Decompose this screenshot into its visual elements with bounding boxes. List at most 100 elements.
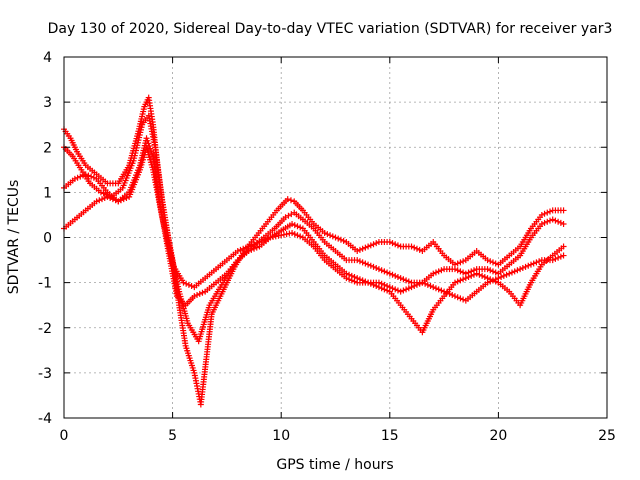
data-point — [343, 275, 350, 282]
data-point-interp — [392, 286, 399, 293]
data-point-interp — [460, 269, 467, 276]
data-point-interp — [337, 236, 344, 243]
data-point-interp — [373, 264, 380, 271]
data-point-interp — [446, 290, 453, 297]
data-point-interp — [457, 268, 464, 275]
data-point-interp — [291, 222, 298, 229]
data-point-interp — [457, 277, 464, 284]
data-point-interp — [400, 287, 407, 294]
data-point-interp — [291, 231, 298, 238]
data-point-interp — [514, 267, 521, 274]
x-tick-label: 15 — [381, 428, 399, 444]
data-point-interp — [367, 242, 374, 249]
data-point-interp — [107, 195, 114, 202]
data-point-interp — [394, 242, 401, 249]
data-point — [332, 234, 339, 241]
data-point — [289, 229, 296, 236]
data-point-interp — [476, 271, 483, 278]
series-track-4 — [61, 144, 567, 304]
data-point-interp — [432, 269, 439, 276]
data-point-interp — [511, 268, 518, 275]
y-tick-label: 4 — [43, 50, 52, 66]
data-point-interp — [261, 236, 268, 243]
data-point — [397, 288, 404, 295]
data-point-interp — [340, 237, 347, 244]
data-point — [97, 189, 104, 196]
y-tick-label: -3 — [38, 366, 52, 382]
data-point — [365, 261, 372, 268]
data-point-interp — [460, 276, 467, 283]
data-point — [82, 171, 89, 178]
data-point-interp — [424, 281, 431, 288]
data-point-interp — [264, 235, 271, 242]
data-point-interp — [99, 196, 106, 203]
data-point-interp — [392, 272, 399, 279]
data-point-interp — [359, 245, 366, 252]
data-point — [289, 220, 296, 227]
data-point-interp — [370, 241, 377, 248]
data-point — [386, 270, 393, 277]
data-point-interp — [112, 197, 119, 204]
data-point-interp — [294, 223, 301, 230]
data-point-interp — [438, 267, 445, 274]
data-point-interp — [356, 246, 363, 253]
data-point-interp — [557, 219, 564, 226]
x-tick-label: 0 — [60, 428, 69, 444]
data-point-interp — [287, 197, 294, 204]
data-point-interp — [384, 269, 391, 276]
data-point-interp — [427, 283, 434, 290]
data-point — [365, 243, 372, 250]
data-point — [71, 175, 78, 182]
data-point — [419, 279, 426, 286]
data-point-interp — [519, 264, 526, 271]
data-point — [245, 243, 252, 250]
data-point — [560, 220, 567, 227]
data-point-interp — [525, 262, 532, 269]
data-point — [104, 193, 111, 200]
data-point-interp — [100, 190, 107, 197]
data-point — [321, 229, 328, 236]
data-point — [451, 279, 458, 286]
data-point — [375, 266, 382, 273]
data-point — [484, 266, 491, 273]
data-point — [375, 279, 382, 286]
data-point — [430, 270, 437, 277]
series-track-1 — [61, 94, 567, 408]
y-tick-label: -1 — [38, 276, 52, 292]
data-point-interp — [85, 172, 92, 179]
data-point — [451, 266, 458, 273]
data-point — [527, 261, 534, 268]
data-point — [441, 288, 448, 295]
data-point-interp — [194, 292, 201, 299]
data-point-interp — [381, 281, 388, 288]
data-point-interp — [96, 197, 103, 204]
data-point-interp — [389, 285, 396, 292]
data-point-interp — [400, 276, 407, 283]
data-point-interp — [248, 242, 255, 249]
data-point-interp — [405, 278, 412, 285]
data-point-interp — [362, 260, 369, 267]
data-point-interp — [552, 255, 559, 262]
data-point-interp — [405, 285, 412, 292]
data-point-interp — [123, 195, 130, 202]
data-point-interp — [411, 244, 418, 251]
data-point-interp — [465, 273, 472, 280]
data-point-interp — [435, 286, 442, 293]
data-point-interp — [101, 195, 108, 202]
data-point-interp — [253, 240, 260, 247]
data-point-interp — [546, 217, 553, 224]
x-tick-label: 10 — [272, 428, 290, 444]
data-point — [451, 293, 458, 300]
data-point-interp — [294, 232, 301, 239]
y-tick-label: -2 — [38, 321, 52, 337]
data-point-interp — [335, 235, 342, 242]
data-point-interp — [489, 259, 496, 266]
data-point-interp — [555, 254, 562, 261]
x-tick-label: 5 — [168, 428, 177, 444]
data-point-interp — [297, 233, 304, 240]
data-point-interp — [351, 278, 358, 285]
data-point-interp — [237, 246, 244, 253]
data-point-interp — [324, 231, 331, 238]
data-point-interp — [413, 245, 420, 252]
data-point-interp — [552, 217, 559, 224]
